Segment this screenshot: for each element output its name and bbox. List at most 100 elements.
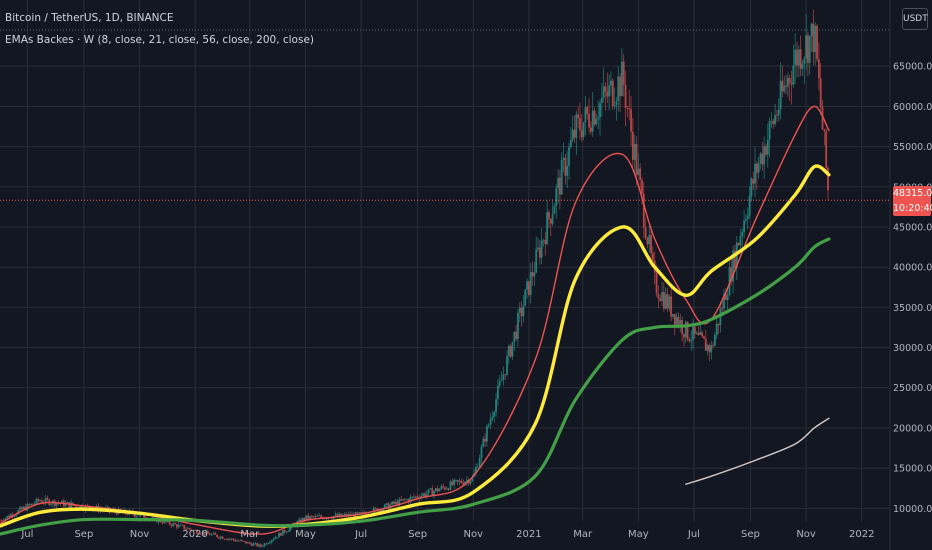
y-tick-label: 20000.00 bbox=[893, 423, 932, 434]
candle bbox=[593, 107, 596, 127]
candle-body bbox=[281, 530, 284, 536]
candle bbox=[533, 262, 536, 286]
candle-body bbox=[228, 538, 231, 540]
candle bbox=[438, 487, 441, 492]
candle bbox=[807, 31, 809, 77]
candle bbox=[728, 257, 731, 297]
candle bbox=[781, 65, 784, 98]
candle-body bbox=[538, 247, 541, 258]
candle bbox=[527, 280, 530, 297]
candle-body bbox=[186, 528, 189, 529]
candle-body bbox=[644, 227, 647, 239]
candle-body bbox=[17, 510, 20, 515]
x-tick-label: Jul bbox=[354, 529, 367, 540]
candle-body bbox=[708, 345, 711, 353]
candle bbox=[584, 95, 587, 136]
time-axis[interactable]: Jul Sep Nov 2020 Mar May Jul Sep Nov 2021 Mar May Ju… bbox=[20, 529, 874, 540]
candle bbox=[553, 202, 556, 214]
candle-body bbox=[613, 105, 616, 107]
candle bbox=[434, 487, 437, 493]
candle bbox=[247, 541, 249, 544]
candle-body bbox=[316, 515, 319, 517]
candle-body bbox=[455, 480, 457, 481]
candle bbox=[648, 225, 651, 253]
candle-body bbox=[55, 503, 58, 506]
candle bbox=[444, 486, 446, 491]
candle-body bbox=[10, 514, 12, 518]
candle-body bbox=[177, 524, 180, 528]
candle bbox=[506, 350, 508, 377]
candle bbox=[812, 9, 815, 66]
candle-body bbox=[693, 326, 696, 334]
candle-body bbox=[703, 336, 705, 339]
candle bbox=[746, 207, 749, 230]
candle-body bbox=[343, 514, 346, 516]
candle bbox=[695, 330, 698, 335]
candle-body bbox=[248, 542, 251, 544]
candle bbox=[489, 412, 492, 429]
candle bbox=[212, 531, 215, 535]
candle-body bbox=[250, 543, 253, 546]
candle bbox=[675, 312, 678, 327]
candle bbox=[790, 70, 793, 105]
candle bbox=[752, 171, 755, 191]
candle-body bbox=[305, 515, 308, 520]
candle bbox=[172, 521, 175, 528]
candle bbox=[538, 239, 541, 266]
candle bbox=[562, 142, 565, 173]
candle-body bbox=[515, 331, 518, 339]
candle bbox=[774, 103, 777, 127]
candle-body bbox=[210, 534, 213, 536]
candle-body bbox=[728, 267, 731, 296]
candle bbox=[662, 282, 665, 313]
candle-body bbox=[535, 249, 538, 273]
x-tick-label: Nov bbox=[464, 529, 484, 540]
candle bbox=[544, 231, 547, 256]
candle bbox=[318, 512, 321, 517]
candle bbox=[279, 532, 282, 537]
candle-body bbox=[631, 131, 634, 160]
y-tick-label: 15000.00 bbox=[893, 464, 932, 475]
candle-body bbox=[730, 267, 733, 282]
candle-body bbox=[745, 219, 747, 221]
candle bbox=[825, 128, 828, 172]
candle bbox=[571, 115, 574, 143]
candle-body bbox=[214, 533, 217, 535]
y-tick-label: 40000.00 bbox=[893, 263, 932, 274]
candle bbox=[484, 433, 487, 447]
candle bbox=[345, 512, 348, 519]
candle bbox=[250, 542, 253, 547]
candle bbox=[236, 539, 238, 542]
chart-title[interactable]: Bitcoin / TetherUS, 1D, BINANCE bbox=[5, 12, 174, 24]
candle-body bbox=[507, 346, 510, 357]
candle bbox=[586, 105, 589, 120]
candle bbox=[360, 511, 363, 514]
candle bbox=[714, 331, 716, 347]
candle-body bbox=[810, 23, 813, 36]
candle-body bbox=[639, 168, 642, 180]
candle-body bbox=[500, 379, 503, 382]
candle-body bbox=[422, 493, 425, 496]
indicator-legend[interactable]: EMAs Backes · W (8, close, 21, close, 56… bbox=[5, 34, 315, 46]
candle bbox=[405, 498, 408, 501]
candle bbox=[469, 480, 472, 486]
candle-body bbox=[217, 537, 220, 539]
candle bbox=[482, 436, 485, 448]
candle bbox=[621, 48, 623, 97]
candle-body bbox=[287, 530, 290, 532]
candle bbox=[577, 107, 580, 128]
candle bbox=[724, 288, 727, 301]
candle-body bbox=[776, 114, 778, 116]
currency-unit-button[interactable]: USDT bbox=[902, 8, 928, 30]
candle-body bbox=[436, 488, 439, 492]
candle-body bbox=[568, 147, 570, 166]
candle-body bbox=[106, 507, 109, 509]
candle bbox=[644, 218, 647, 240]
candle-body bbox=[513, 331, 516, 342]
candle-body bbox=[761, 153, 764, 165]
candle-body bbox=[786, 77, 789, 87]
candle-body bbox=[621, 61, 623, 97]
candle bbox=[227, 538, 229, 542]
candle bbox=[631, 117, 634, 168]
